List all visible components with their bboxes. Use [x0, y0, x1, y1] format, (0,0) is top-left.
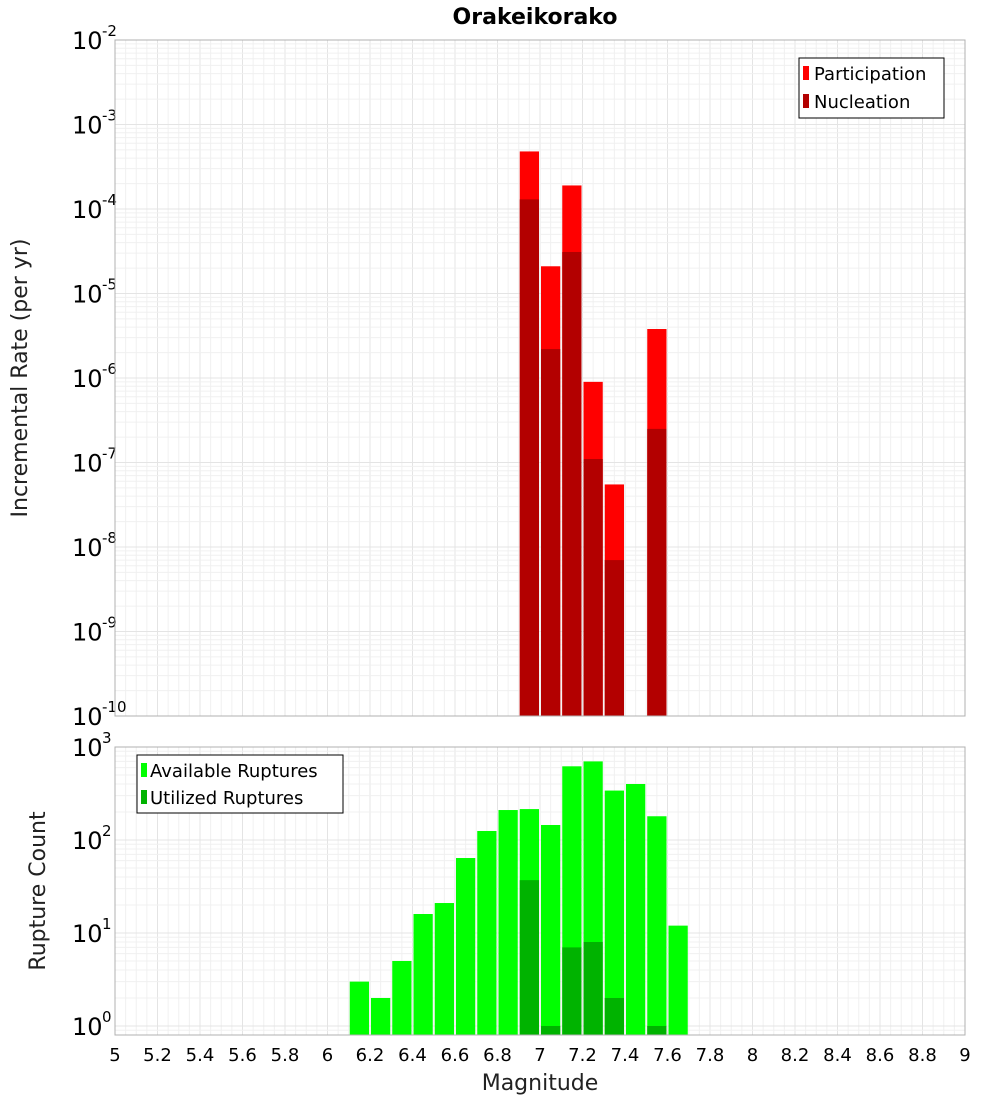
y-tick-exponent: 0 [102, 1008, 112, 1026]
x-tick-label: 8 [747, 1045, 758, 1066]
bar-utilized-ruptures [604, 997, 624, 1035]
y-tick-label: 10 [72, 112, 103, 140]
y-tick-exponent: -9 [102, 614, 117, 632]
y-tick-exponent: -3 [102, 107, 117, 125]
y-tick-exponent: -7 [102, 445, 117, 463]
bar-nucleation [647, 428, 667, 716]
bar-available-ruptures [456, 858, 476, 1035]
x-tick-label: 9 [959, 1045, 970, 1066]
x-tick-label: 8.2 [781, 1045, 810, 1066]
bottom-bars [349, 761, 688, 1035]
x-tick-label: 6.2 [356, 1045, 385, 1066]
top-grid [114, 39, 966, 717]
legend-label-available-ruptures: Available Ruptures [150, 761, 318, 782]
x-tick-label: 6 [322, 1045, 333, 1066]
bar-available-ruptures [604, 790, 624, 1035]
x-tick-label: 6.8 [483, 1045, 512, 1066]
bar-available-ruptures [349, 981, 369, 1035]
x-tick-label: 8.4 [823, 1045, 852, 1066]
y-tick-exponent: 3 [102, 729, 112, 747]
y-tick-label: 10 [72, 703, 103, 731]
top-bars [519, 151, 667, 717]
bar-available-ruptures [668, 925, 688, 1035]
bar-available-ruptures [647, 816, 667, 1035]
y-tick-label: 10 [72, 281, 103, 309]
top-legend: Participation Nucleation [798, 57, 945, 119]
bar-available-ruptures [434, 903, 454, 1035]
x-tick-label: 8.8 [908, 1045, 937, 1066]
legend-swatch-utilized-ruptures [141, 790, 147, 804]
y-tick-exponent: -8 [102, 529, 117, 547]
bar-available-ruptures [498, 810, 518, 1035]
legend-swatch-nucleation [803, 94, 809, 108]
legend-swatch-participation [803, 66, 809, 80]
chart-title: Orakeikorako [453, 5, 618, 30]
legend-swatch-available-ruptures [141, 763, 147, 777]
legend-label-nucleation: Nucleation [814, 92, 910, 113]
x-axis-label: Magnitude [482, 1071, 599, 1096]
y-tick-label: 10 [72, 734, 103, 762]
x-tick-label: 7.2 [568, 1045, 597, 1066]
bar-available-ruptures [626, 784, 646, 1035]
bottom-y-axis-label: Rupture Count [26, 811, 51, 971]
y-tick-exponent: -5 [102, 276, 117, 294]
bar-nucleation [562, 251, 582, 717]
bar-nucleation [541, 349, 561, 716]
bar-nucleation [583, 459, 603, 716]
bar-available-ruptures [541, 824, 561, 1035]
bar-available-ruptures [371, 997, 391, 1035]
y-tick-label: 10 [72, 1013, 103, 1041]
y-tick-exponent: 2 [102, 822, 112, 840]
x-tick-label: 7.8 [696, 1045, 725, 1066]
bar-utilized-ruptures [541, 1025, 561, 1035]
y-tick-label: 10 [72, 450, 103, 478]
bar-available-ruptures [413, 914, 433, 1035]
bottom-legend: Available Ruptures Utilized Ruptures [136, 754, 344, 814]
y-tick-exponent: -2 [102, 22, 117, 40]
y-tick-label: 10 [72, 365, 103, 393]
x-tick-label: 6.4 [398, 1045, 427, 1066]
y-tick-label: 10 [72, 534, 103, 562]
y-tick-label: 10 [72, 827, 103, 855]
bar-utilized-ruptures [562, 947, 582, 1035]
y-tick-label: 10 [72, 619, 103, 647]
x-tick-label: 5.2 [143, 1045, 172, 1066]
y-tick-label: 10 [72, 27, 103, 55]
legend-label-participation: Participation [814, 64, 926, 85]
x-ticks: 5 5.2 5.4 5.6 5.8 6 6.2 6.4 6.6 6.8 7 7.2 7.4 7.6 7.8 8… [109, 1045, 970, 1066]
x-tick-label: 6.6 [441, 1045, 470, 1066]
bar-available-ruptures [477, 830, 497, 1035]
x-tick-label: 8.6 [866, 1045, 895, 1066]
y-tick-exponent: -6 [102, 360, 117, 378]
y-tick-exponent: -4 [102, 191, 117, 209]
bottom-plot-frame [114, 746, 966, 1036]
y-tick-exponent: -10 [102, 698, 127, 716]
bar-utilized-ruptures [519, 880, 539, 1035]
x-tick-label: 5.8 [271, 1045, 300, 1066]
x-tick-label: 5.4 [186, 1045, 215, 1066]
bar-nucleation [519, 199, 539, 717]
bar-nucleation [604, 560, 624, 716]
top-y-axis-label: Incremental Rate (per yr) [8, 239, 33, 518]
bar-utilized-ruptures [647, 1025, 667, 1035]
bar-available-ruptures [392, 960, 412, 1035]
x-tick-label: 7 [534, 1045, 545, 1066]
legend-label-utilized-ruptures: Utilized Ruptures [150, 788, 303, 809]
x-tick-label: 5 [109, 1045, 120, 1066]
y-tick-label: 10 [72, 920, 103, 948]
bar-utilized-ruptures [583, 942, 603, 1035]
x-tick-label: 5.6 [228, 1045, 257, 1066]
x-tick-label: 7.6 [653, 1045, 682, 1066]
x-tick-label: 7.4 [611, 1045, 640, 1066]
y-tick-exponent: 1 [102, 915, 112, 933]
y-tick-label: 10 [72, 196, 103, 224]
top-plot-frame [114, 39, 966, 717]
